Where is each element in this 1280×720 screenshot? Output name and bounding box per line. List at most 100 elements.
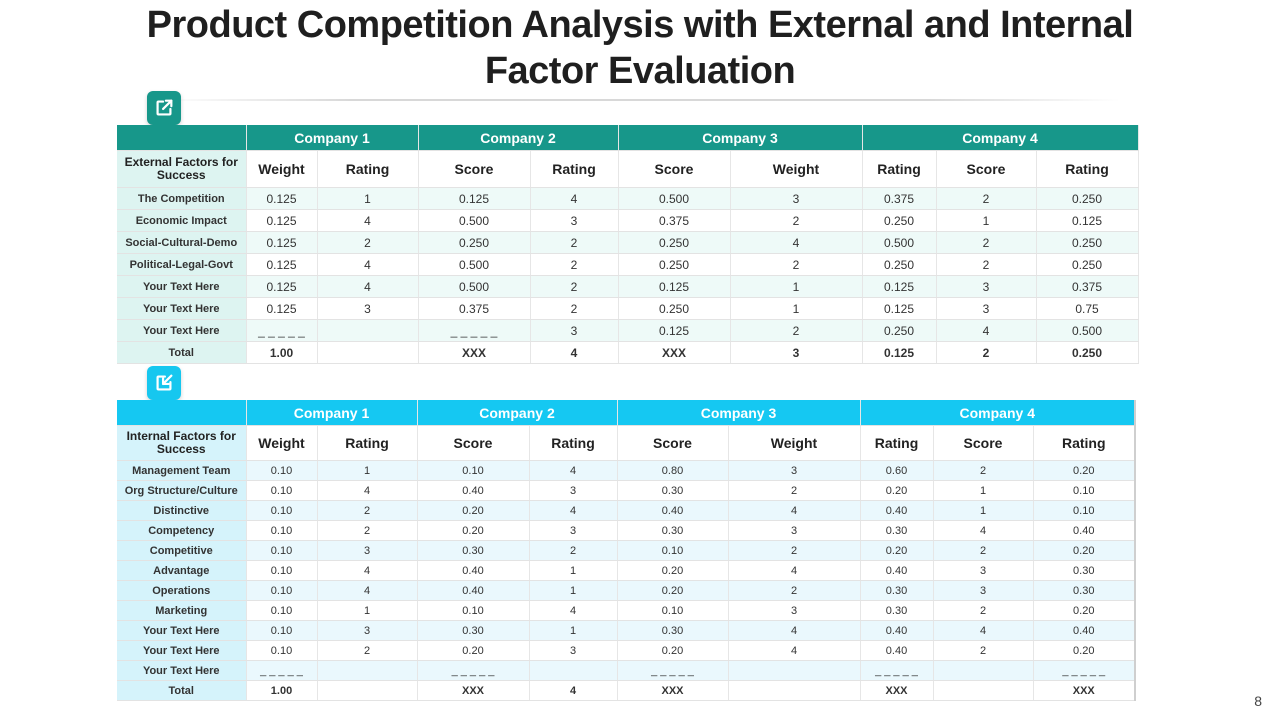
row-label: Your Text Here [117, 660, 247, 681]
table-row: Your Text Here _ _ _ _ _ _ _ _ _ _ 3 0.125 2 0… [117, 319, 1139, 342]
internal-factors-table: Company 1 Company 2 Company 3 Company 4 … [117, 400, 1136, 701]
table-cell: 0.125 [618, 275, 731, 298]
table-cell: 4 [728, 620, 861, 641]
table-cell: 2 [936, 341, 1037, 364]
table-cell: 0.10 [246, 580, 318, 601]
table-cell: 0.30 [617, 520, 729, 541]
table-cell: 1 [730, 297, 863, 320]
table-cell: 0.500 [618, 187, 731, 210]
table-cell [933, 680, 1034, 701]
external-link-icon [147, 91, 181, 125]
table-cell: 0.40 [860, 640, 934, 661]
import-arrow-icon [147, 366, 181, 400]
table-cell: 2 [317, 231, 419, 254]
table-cell: 0.125 [246, 187, 318, 210]
column-header: Weight [728, 425, 861, 461]
table-cell: 1 [317, 187, 419, 210]
table-cell: 3 [530, 319, 619, 342]
table-cell: 4 [529, 500, 618, 521]
table-cell: 0.40 [860, 560, 934, 581]
table-cell: _ _ _ _ _ [617, 660, 729, 681]
table-cell: 0.40 [1033, 520, 1136, 541]
row-label: Economic Impact [117, 209, 247, 232]
table-row: Operations 0.10 4 0.40 1 0.20 2 0.30 3 0.30 [117, 580, 1136, 601]
table-row: Political-Legal-Govt 0.125 4 0.500 2 0.250 2 0.… [117, 253, 1139, 276]
table-cell: 3 [728, 460, 861, 481]
table-cell: 0.125 [862, 341, 937, 364]
table-cell: 0.20 [1033, 460, 1136, 481]
table-cell: 2 [530, 253, 619, 276]
page-title-line-1: Product Competition Analysis with Extern… [146, 4, 1134, 46]
table-cell: 4 [529, 600, 618, 621]
table-cell: 0.250 [618, 297, 731, 320]
table-cell: 2 [530, 231, 619, 254]
table-cell: 0.20 [860, 480, 934, 501]
table-cell: 0.80 [617, 460, 729, 481]
table-cell: 4 [317, 480, 418, 501]
row-label: Your Text Here [117, 297, 247, 320]
table-cell: XXX [1033, 680, 1136, 701]
title-divider [160, 99, 1120, 101]
row-label: Your Text Here [117, 275, 247, 298]
table-row: Marketing 0.10 1 0.10 4 0.10 3 0.30 2 0.20 [117, 600, 1136, 621]
table-cell: 3 [529, 640, 618, 661]
table-cell: 2 [728, 580, 861, 601]
table-cell: 0.250 [862, 209, 937, 232]
table-cell: 0.30 [1033, 580, 1136, 601]
table-cell: 0.20 [617, 560, 729, 581]
table-cell: 0.20 [1033, 540, 1136, 561]
table-cell: 3 [728, 600, 861, 621]
table-cell: 3 [730, 187, 863, 210]
table-cell: 0.10 [417, 460, 530, 481]
table-cell: 0.10 [246, 500, 318, 521]
table-cell: 3 [529, 480, 618, 501]
table-cell: 3 [936, 275, 1037, 298]
row-label: Management Team [117, 460, 247, 481]
row-label: Competitive [117, 540, 247, 561]
header-corner [117, 400, 247, 426]
table-cell [529, 660, 618, 681]
table-row: Your Text Here 0.10 2 0.20 3 0.20 4 0.40 2 0.20 [117, 640, 1136, 661]
table-cell: 0.10 [617, 600, 729, 621]
table-cell: 2 [317, 640, 418, 661]
table-cell: 0.10 [417, 600, 530, 621]
table-cell [317, 660, 418, 681]
external-table-body: The Competition 0.125 1 0.125 4 0.500 3 0.375 2 0… [117, 187, 1139, 364]
external-company-header: Company 1 [246, 125, 419, 151]
table-cell: 0.10 [1033, 480, 1136, 501]
table-cell: 2 [933, 540, 1034, 561]
column-header: Score [933, 425, 1034, 461]
table-cell: 0.125 [246, 209, 318, 232]
table-cell: XXX [617, 680, 729, 701]
table-cell: 3 [936, 297, 1037, 320]
table-cell: 0.125 [246, 297, 318, 320]
internal-company-header: Company 1 [246, 400, 418, 426]
table-cell: 0.10 [246, 600, 318, 621]
table-cell: 4 [730, 231, 863, 254]
column-header: Weight [246, 425, 318, 461]
table-cell: 0.30 [860, 600, 934, 621]
table-cell: 0.30 [617, 480, 729, 501]
table-cell: XXX [418, 341, 531, 364]
internal-table-body: Management Team 0.10 1 0.10 4 0.80 3 0.60 2 0.20 O… [117, 460, 1136, 701]
table-row: Advantage 0.10 4 0.40 1 0.20 4 0.40 3 0.30 [117, 560, 1136, 581]
table-cell: 0.500 [862, 231, 937, 254]
table-cell: 1 [936, 209, 1037, 232]
internal-factors-label: Internal Factors for Success [117, 425, 247, 461]
table-cell: 0.40 [860, 500, 934, 521]
table-cell: 2 [530, 275, 619, 298]
external-column-header-row: External Factors for Success Weight Rati… [117, 150, 1139, 188]
table-cell [317, 680, 418, 701]
column-header: Score [418, 150, 531, 188]
table-row: Distinctive 0.10 2 0.20 4 0.40 4 0.40 1 0.10 [117, 500, 1136, 521]
table-cell: _ _ _ _ _ [246, 319, 318, 342]
table-cell: 0.20 [617, 580, 729, 601]
table-cell: _ _ _ _ _ [860, 660, 934, 681]
table-cell: 1 [933, 500, 1034, 521]
table-cell: 0.60 [860, 460, 934, 481]
table-cell: 0.10 [246, 540, 318, 561]
table-cell: 2 [730, 319, 863, 342]
column-header: Rating [530, 150, 619, 188]
table-cell: 0.30 [417, 620, 530, 641]
table-cell: 0.30 [860, 520, 934, 541]
